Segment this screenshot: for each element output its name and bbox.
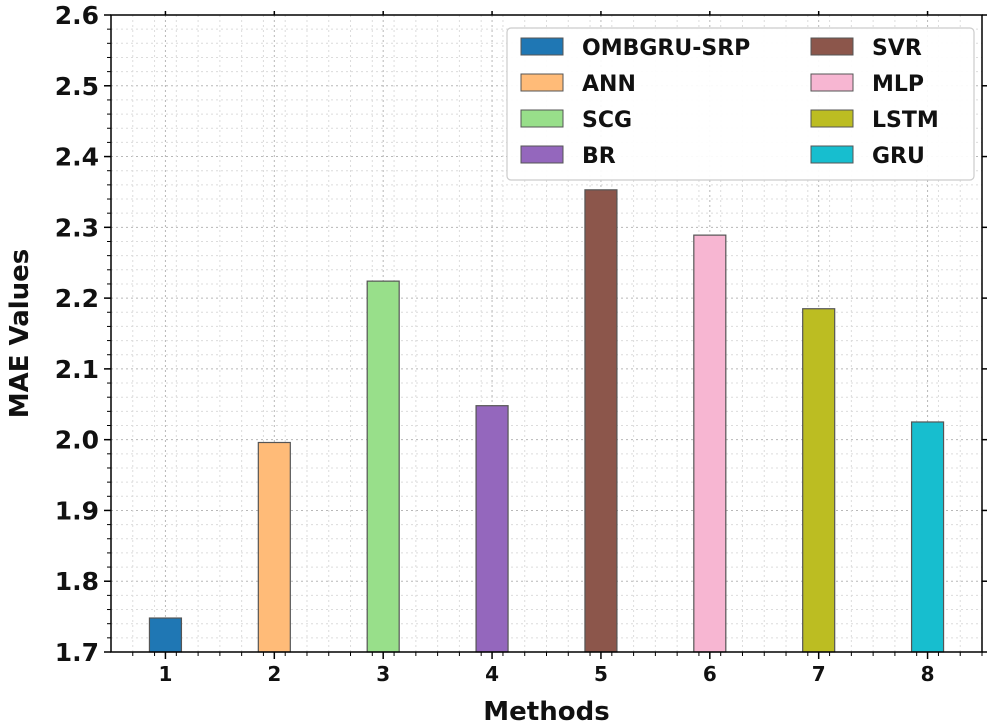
legend-label-ombgru-srp: OMBGRU-SRP: [582, 36, 750, 61]
bar-ann: [257, 441, 291, 653]
y-tick-label: 2.2: [55, 284, 99, 313]
x-tick-label: 2: [267, 662, 281, 686]
x-tick-label: 8: [921, 662, 935, 686]
x-tick-label: 7: [812, 662, 826, 686]
legend-swatch-br: [520, 145, 564, 164]
bar-ombgru-srp: [148, 617, 183, 653]
x-tick-label: 6: [703, 662, 717, 686]
legend-swatch-mlp: [810, 73, 854, 92]
y-tick-label: 2.5: [55, 72, 99, 101]
bar-mlp: [693, 234, 727, 653]
y-tick-label: 2.0: [55, 426, 99, 455]
bar-lstm: [802, 308, 836, 653]
legend-swatch-gru: [810, 145, 854, 164]
x-tick-label: 4: [485, 662, 499, 686]
y-tick-label: 1.8: [55, 567, 99, 596]
bar-scg: [366, 280, 400, 653]
y-tick-labels: 1.7 1.8 1.9 2.0 2.1 2.2 2.3 2.4 2.5 2.6: [55, 1, 99, 667]
x-tick-label: 1: [158, 662, 172, 686]
y-axis-title: MAE Values: [5, 249, 35, 419]
bars: [148, 189, 945, 653]
legend-label-br: BR: [582, 144, 616, 169]
axis-ticks: [104, 11, 987, 659]
legend-label-gru: GRU: [872, 144, 925, 169]
legend-swatch-scg: [520, 109, 564, 128]
y-tick-label: 2.1: [55, 355, 99, 384]
legend-label-mlp: MLP: [872, 72, 924, 97]
legend-swatch-ann: [520, 73, 564, 92]
legend-label-scg: SCG: [582, 108, 632, 133]
legend-box: [506, 27, 975, 181]
legend-label-svr: SVR: [872, 36, 922, 61]
legend-label-ann: ANN: [582, 72, 636, 97]
x-axis-title: Methods: [483, 697, 609, 725]
y-tick-label: 1.7: [55, 638, 99, 667]
y-tick-label: 2.6: [55, 1, 99, 30]
y-tick-label: 1.9: [55, 496, 99, 525]
y-tick-label: 2.3: [55, 213, 99, 242]
legend-swatch-lstm: [810, 109, 854, 128]
bar-gru: [910, 421, 945, 653]
legend-label-lstm: LSTM: [872, 108, 939, 133]
x-tick-label: 3: [376, 662, 390, 686]
legend-swatch-svr: [810, 37, 854, 56]
x-tick-labels: 1 2 3 4 5 6 7 8: [158, 662, 934, 686]
y-tick-label: 2.4: [55, 143, 99, 172]
legend-swatch-ombgru-srp: [520, 37, 564, 56]
bar-svr: [584, 189, 618, 653]
x-tick-label: 5: [594, 662, 608, 686]
legend: OMBGRU-SRP ANN SCG BR SVR MLP LSTM GRU: [506, 27, 975, 181]
bar-br: [475, 405, 509, 653]
